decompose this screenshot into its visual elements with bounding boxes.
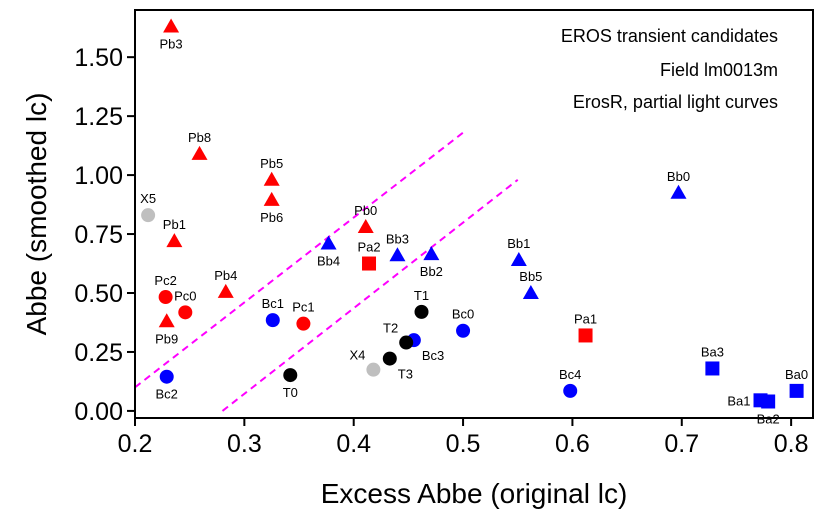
x-tick-label: 0.7 xyxy=(664,430,699,458)
point-label-bb1: Bb1 xyxy=(507,236,530,251)
point-pb5 xyxy=(263,171,280,186)
point-label-t2: T2 xyxy=(383,321,398,336)
point-label-ba1: Ba1 xyxy=(727,393,750,408)
point-label-bb5: Bb5 xyxy=(519,269,542,284)
point-bb4 xyxy=(320,235,337,250)
y-tick-label: 1.50 xyxy=(74,44,123,72)
point-bc4 xyxy=(563,383,578,398)
annotation-title: EROS transient candidates xyxy=(561,26,778,46)
point-t2 xyxy=(399,335,414,350)
point-label-x5: X5 xyxy=(140,191,156,206)
y-tick-label: 0.75 xyxy=(74,221,123,249)
point-label-pb8: Pb8 xyxy=(188,130,211,145)
annotation-curves: ErosR, partial light curves xyxy=(573,92,778,112)
point-ba0 xyxy=(789,383,804,398)
point-label-bc4: Bc4 xyxy=(559,367,581,382)
y-tick-label: 0.25 xyxy=(74,339,123,367)
point-pa1 xyxy=(578,328,593,343)
point-pb6 xyxy=(263,191,280,206)
point-label-pb3: Pb3 xyxy=(160,37,183,52)
point-t0 xyxy=(283,368,298,383)
point-label-pb6: Pb6 xyxy=(260,210,283,225)
plot-frame xyxy=(134,9,814,419)
point-bb1 xyxy=(510,251,527,266)
point-label-bb4: Bb4 xyxy=(317,253,340,268)
point-pb9 xyxy=(158,313,175,328)
point-bb2 xyxy=(423,246,440,261)
point-label-t3: T3 xyxy=(398,367,413,382)
x-tick-label: 0.6 xyxy=(555,430,590,458)
point-label-pb4: Pb4 xyxy=(214,268,237,283)
point-pb1 xyxy=(166,233,183,248)
point-label-bb2: Bb2 xyxy=(420,264,443,279)
point-pc2 xyxy=(158,290,173,305)
point-pb0 xyxy=(357,218,374,233)
point-label-pb9: Pb9 xyxy=(155,331,178,346)
point-t3 xyxy=(382,351,397,366)
upper-dashed-line xyxy=(134,131,464,389)
y-tick-label: 0.50 xyxy=(74,280,123,308)
point-bb0 xyxy=(670,184,687,199)
point-label-x4: X4 xyxy=(349,348,365,363)
point-bc2 xyxy=(159,369,174,384)
point-x4 xyxy=(366,362,381,377)
x-tick-label: 0.8 xyxy=(774,430,809,458)
point-bc1 xyxy=(265,313,280,328)
x-tick-label: 0.3 xyxy=(227,430,262,458)
point-label-ba0: Ba0 xyxy=(785,367,808,382)
x-axis-title: Excess Abbe (original lc) xyxy=(321,478,628,509)
point-label-bb3: Bb3 xyxy=(386,231,409,246)
y-axis-title: Abbe (smoothed lc) xyxy=(21,93,52,336)
point-pa2 xyxy=(362,256,377,271)
point-pc0 xyxy=(178,305,193,320)
x-tick-label: 0.4 xyxy=(336,430,371,458)
lower-dashed-line xyxy=(221,179,519,412)
point-pb4 xyxy=(217,283,234,298)
y-tick-label: 1.25 xyxy=(74,103,123,131)
y-tick-label: 0.00 xyxy=(74,398,123,426)
point-ba2 xyxy=(761,394,776,409)
point-bc0 xyxy=(456,323,471,338)
x-tick-label: 0.5 xyxy=(446,430,481,458)
point-ba3 xyxy=(705,361,720,376)
point-pb8 xyxy=(191,145,208,160)
point-t1 xyxy=(414,304,429,319)
point-x5 xyxy=(141,208,156,223)
point-label-t1: T1 xyxy=(414,288,429,303)
point-label-pb0: Pb0 xyxy=(354,203,377,218)
point-label-bb0: Bb0 xyxy=(667,169,690,184)
annotation-field: Field lm0013m xyxy=(660,60,778,80)
point-label-pc1: Pc1 xyxy=(292,300,314,315)
point-label-bc0: Bc0 xyxy=(452,307,474,322)
point-label-t0: T0 xyxy=(283,385,298,400)
point-pb3 xyxy=(163,18,180,33)
point-label-pb1: Pb1 xyxy=(163,217,186,232)
point-bb5 xyxy=(522,285,539,300)
point-label-bc2: Bc2 xyxy=(156,387,178,402)
y-tick-label: 1.00 xyxy=(74,162,123,190)
point-label-pa1: Pa1 xyxy=(574,311,597,326)
point-label-bc3: Bc3 xyxy=(422,348,444,363)
point-pc1 xyxy=(296,316,311,331)
point-label-pb5: Pb5 xyxy=(260,156,283,171)
point-bb3 xyxy=(389,247,406,262)
point-label-pa2: Pa2 xyxy=(357,240,380,255)
x-tick-label: 0.2 xyxy=(118,430,153,458)
point-label-pc2: Pc2 xyxy=(154,273,176,288)
point-label-bc1: Bc1 xyxy=(262,296,284,311)
point-label-ba3: Ba3 xyxy=(701,344,724,359)
point-label-pc0: Pc0 xyxy=(174,288,196,303)
